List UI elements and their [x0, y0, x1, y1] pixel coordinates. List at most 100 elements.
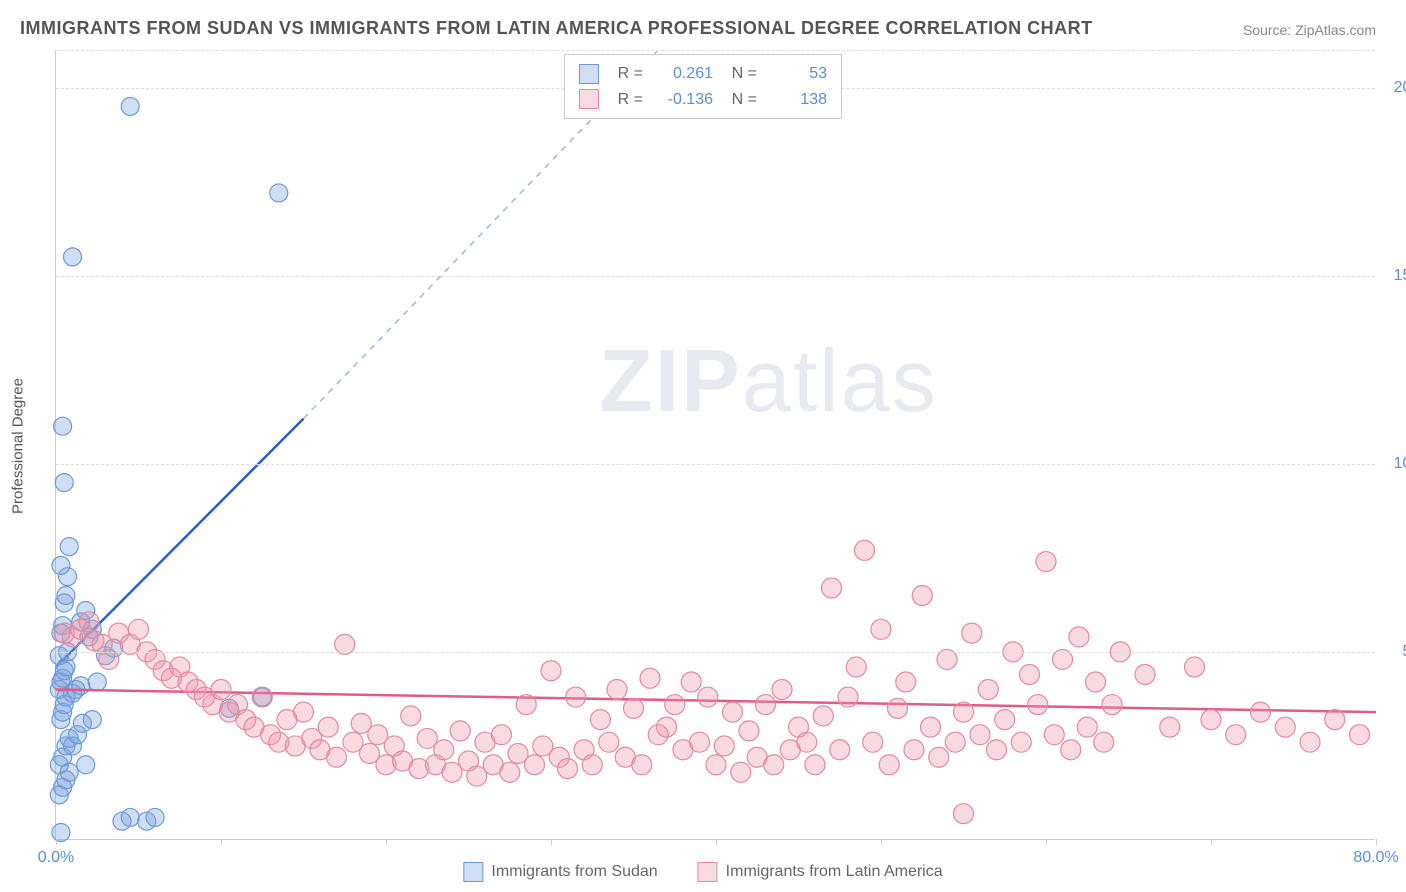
plot-area: ZIPatlas 5.0%10.0%15.0%20.0%0.0%80.0% — [55, 50, 1375, 840]
xtick-mark — [551, 839, 552, 845]
source-label: Source: ZipAtlas.com — [1243, 22, 1376, 38]
xtick-mark — [1376, 839, 1377, 845]
point-latin — [987, 740, 1007, 760]
point-latin — [640, 668, 660, 688]
point-sudan — [60, 538, 78, 556]
ytick-label: 5.0% — [1383, 643, 1406, 661]
point-sudan — [52, 556, 70, 574]
point-latin — [1350, 725, 1370, 745]
point-sudan — [54, 417, 72, 435]
point-latin — [1300, 732, 1320, 752]
point-latin — [657, 717, 677, 737]
gridline-h — [56, 652, 1375, 653]
point-latin — [822, 578, 842, 598]
point-latin — [401, 706, 421, 726]
point-latin — [855, 540, 875, 560]
point-latin — [318, 717, 338, 737]
ytick-label: 15.0% — [1383, 267, 1406, 285]
xtick-label: 0.0% — [38, 849, 74, 867]
point-latin — [1020, 664, 1040, 684]
point-sudan — [52, 823, 70, 841]
point-latin — [929, 747, 949, 767]
point-latin — [764, 755, 784, 775]
point-latin — [731, 762, 751, 782]
point-latin — [888, 698, 908, 718]
stats-legend-box: R =0.261N =53R =-0.136N =138 — [564, 54, 842, 119]
point-latin — [954, 702, 974, 722]
point-latin — [813, 706, 833, 726]
point-sudan — [72, 677, 90, 695]
point-latin — [805, 755, 825, 775]
ytick-label: 20.0% — [1383, 79, 1406, 97]
point-latin — [995, 710, 1015, 730]
point-latin — [970, 725, 990, 745]
point-latin — [1086, 672, 1106, 692]
point-latin — [492, 725, 512, 745]
scatter-svg — [56, 50, 1375, 839]
point-latin — [129, 619, 149, 639]
point-latin — [327, 747, 347, 767]
point-latin — [558, 759, 578, 779]
point-latin — [79, 612, 99, 632]
point-latin — [904, 740, 924, 760]
stats-R-label: R = — [609, 61, 643, 87]
point-sudan — [77, 756, 95, 774]
xtick-mark — [221, 839, 222, 845]
point-sudan — [64, 248, 82, 266]
point-latin — [714, 736, 734, 756]
xtick-mark — [56, 839, 57, 845]
point-latin — [252, 687, 272, 707]
xtick-mark — [386, 839, 387, 845]
point-latin — [681, 672, 701, 692]
point-sudan — [121, 97, 139, 115]
point-latin — [912, 585, 932, 605]
stats-N-value: 53 — [767, 61, 827, 87]
point-sudan — [121, 808, 139, 826]
stats-swatch — [579, 89, 599, 109]
point-latin — [525, 755, 545, 775]
gridline-h — [56, 50, 1375, 51]
point-latin — [1036, 552, 1056, 572]
stats-row-sudan: R = 0.261 N = 53 — [579, 61, 827, 87]
stats-R-label: R = — [609, 87, 643, 113]
point-latin — [863, 732, 883, 752]
point-latin — [1044, 725, 1064, 745]
point-latin — [516, 695, 536, 715]
point-sudan — [83, 711, 101, 729]
point-latin — [706, 755, 726, 775]
point-sudan — [88, 673, 106, 691]
point-latin — [1069, 627, 1089, 647]
point-latin — [1094, 732, 1114, 752]
point-latin — [1185, 657, 1205, 677]
point-latin — [665, 695, 685, 715]
xtick-mark — [881, 839, 882, 845]
stats-swatch — [579, 64, 599, 84]
point-latin — [962, 623, 982, 643]
stats-N-label: N = — [723, 61, 757, 87]
legend-bottom: Immigrants from SudanImmigrants from Lat… — [463, 862, 942, 882]
point-latin — [500, 762, 520, 782]
point-sudan — [146, 808, 164, 826]
point-latin — [1028, 695, 1048, 715]
point-latin — [450, 721, 470, 741]
point-latin — [1226, 725, 1246, 745]
legend-label: Immigrants from Sudan — [491, 863, 657, 880]
point-latin — [1135, 664, 1155, 684]
legend-item-sudan: Immigrants from Sudan — [463, 862, 657, 882]
xtick-mark — [1046, 839, 1047, 845]
point-latin — [1061, 740, 1081, 760]
point-latin — [541, 661, 561, 681]
point-latin — [566, 687, 586, 707]
point-latin — [624, 698, 644, 718]
stats-R-value: 0.261 — [653, 61, 713, 87]
point-latin — [582, 755, 602, 775]
point-latin — [896, 672, 916, 692]
point-latin — [954, 804, 974, 824]
point-latin — [945, 732, 965, 752]
y-axis-label: Professional Degree — [10, 378, 27, 514]
point-latin — [1275, 717, 1295, 737]
stats-N-label: N = — [723, 87, 757, 113]
point-latin — [591, 710, 611, 730]
point-latin — [838, 687, 858, 707]
stats-N-value: 138 — [767, 87, 827, 113]
